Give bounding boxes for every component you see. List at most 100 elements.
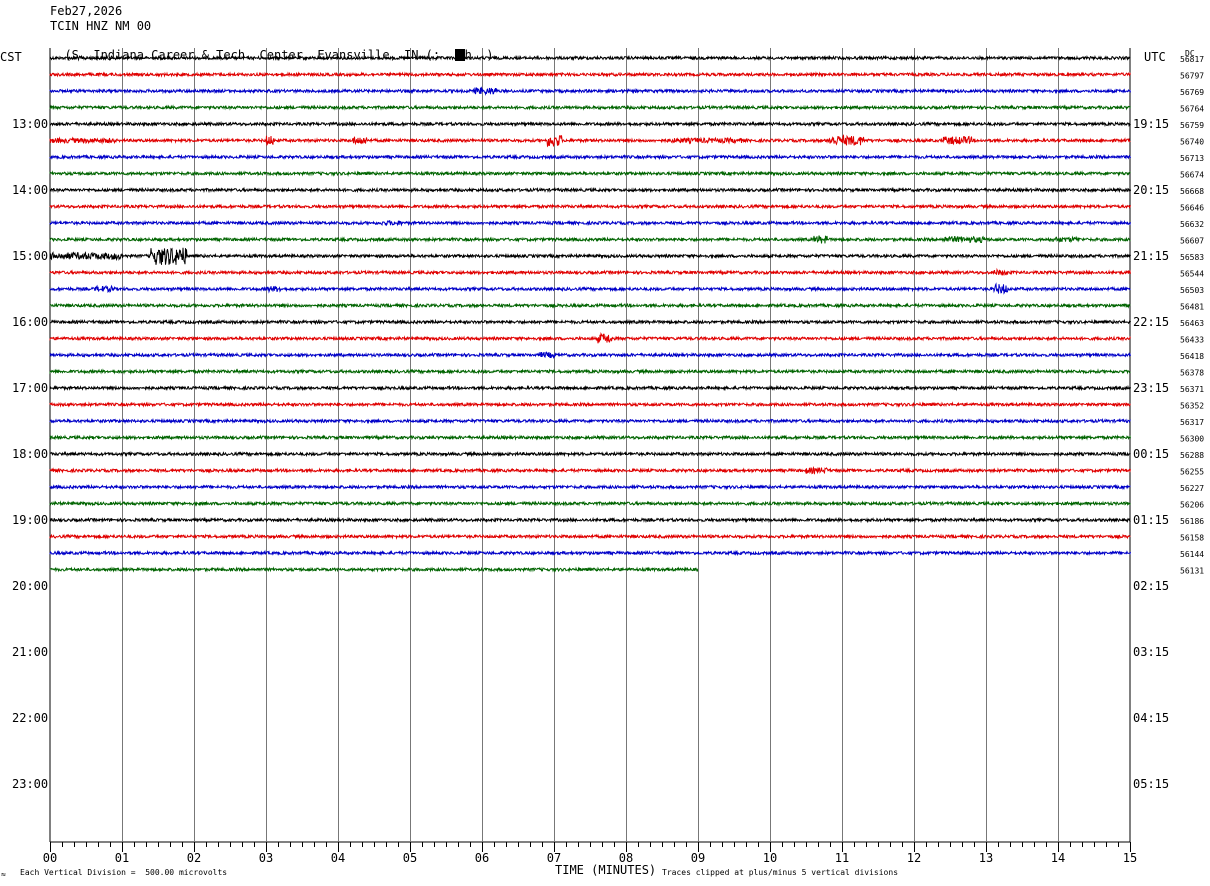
- x-tick-label: 12: [907, 851, 921, 865]
- dc-value-label: 56255: [1180, 468, 1204, 477]
- cst-hour-label: 13:00: [12, 117, 48, 131]
- dc-value-label: 56740: [1180, 138, 1204, 147]
- seismic-trace: [49, 331, 1131, 344]
- dc-value-label: 56632: [1180, 220, 1204, 229]
- seismic-trace: [49, 384, 1131, 392]
- dc-value-label: 56433: [1180, 336, 1204, 345]
- utc-hour-label: 03:15: [1133, 645, 1169, 659]
- dc-value-label: 56378: [1180, 369, 1204, 378]
- utc-hour-label: 21:15: [1133, 249, 1169, 263]
- x-axis-title: TIME (MINUTES): [555, 863, 657, 877]
- seismic-trace: [49, 203, 1131, 210]
- cst-hour-label: 19:00: [12, 513, 48, 527]
- cst-hour-label: 23:00: [12, 777, 48, 791]
- x-tick-label: 05: [403, 851, 417, 865]
- dc-value-label: 56300: [1180, 435, 1204, 444]
- utc-hour-label: 23:15: [1133, 381, 1169, 395]
- division-note: Each Vertical Division = 500.00 microvol…: [20, 868, 228, 877]
- x-tick-label: 07: [547, 851, 561, 865]
- dc-value-label: 56317: [1180, 418, 1204, 427]
- dc-label: DC: [1185, 49, 1195, 58]
- seismic-trace: [49, 104, 1131, 111]
- cst-hour-label: 15:00: [12, 249, 48, 263]
- date-label: Feb27,2026: [50, 4, 123, 18]
- x-tick-label: 03: [259, 851, 273, 865]
- dc-value-label: 56607: [1180, 237, 1204, 246]
- dc-value-label: 56206: [1180, 501, 1204, 510]
- dc-value-label: 56144: [1180, 550, 1204, 559]
- x-tick-label: 04: [331, 851, 345, 865]
- seismic-trace: [49, 450, 1131, 458]
- utc-hour-label: 01:15: [1133, 513, 1169, 527]
- location-text-end: h ): [464, 48, 494, 62]
- cst-hour-label: 22:00: [12, 711, 48, 725]
- seismic-trace: [49, 71, 1131, 78]
- x-tick-label: 06: [475, 851, 489, 865]
- utc-hour-label: 00:15: [1133, 447, 1169, 461]
- seismic-trace: [49, 566, 699, 573]
- dc-value-label: 56288: [1180, 451, 1204, 460]
- dc-value-label: 56352: [1180, 402, 1204, 411]
- seismic-trace: [49, 86, 1131, 96]
- x-tick-label: 14: [1051, 851, 1065, 865]
- x-tick-label: 01: [115, 851, 129, 865]
- utc-hour-label: 22:15: [1133, 315, 1169, 329]
- x-tick-label: 11: [835, 851, 849, 865]
- x-tick-label: 08: [619, 851, 633, 865]
- redacted-block: [454, 49, 465, 61]
- x-tick-label: 02: [187, 851, 201, 865]
- dc-value-label: 56817: [1180, 55, 1204, 64]
- dc-value-label: 56759: [1180, 121, 1204, 130]
- dc-value-label: 56503: [1180, 286, 1204, 295]
- cst-hour-label: 16:00: [12, 315, 48, 329]
- dc-value-label: 56418: [1180, 352, 1204, 361]
- seismic-trace: [49, 318, 1131, 326]
- cst-hour-label: 20:00: [12, 579, 48, 593]
- utc-hour-label: 04:15: [1133, 711, 1169, 725]
- dc-value-label: 56371: [1180, 385, 1204, 394]
- clip-note: Traces clipped at plus/minus 5 vertical …: [662, 868, 899, 877]
- seismic-trace: [49, 368, 1131, 375]
- seismic-trace: [49, 516, 1131, 524]
- seismic-trace: [49, 434, 1131, 441]
- utc-hour-label: 02:15: [1133, 579, 1169, 593]
- seismic-trace: [49, 219, 1131, 227]
- seismic-trace: [49, 267, 1131, 276]
- dc-value-label: 56544: [1180, 270, 1204, 279]
- seismic-trace: [49, 533, 1131, 540]
- x-tick-label: 13: [979, 851, 993, 865]
- dc-value-label: 56668: [1180, 187, 1204, 196]
- seismic-trace: [49, 417, 1131, 425]
- seismic-trace: [49, 153, 1131, 161]
- dc-value-label: 56158: [1180, 534, 1204, 543]
- seismic-trace: [49, 54, 1131, 62]
- cst-hour-label: 18:00: [12, 447, 48, 461]
- station-label: TCIN HNZ NM 00: [50, 19, 152, 33]
- utc-hour-label: 05:15: [1133, 777, 1169, 791]
- dc-value-label: 56646: [1180, 204, 1204, 213]
- dc-value-label: 56463: [1180, 319, 1204, 328]
- seismic-trace: [49, 186, 1131, 194]
- seismic-trace: [49, 235, 1131, 244]
- x-tick-label: 10: [763, 851, 777, 865]
- dc-value-label: 56674: [1180, 171, 1204, 180]
- x-tick-label: 09: [691, 851, 705, 865]
- cst-hour-label: 17:00: [12, 381, 48, 395]
- dc-value-label: 56764: [1180, 105, 1204, 114]
- seismic-trace: [49, 302, 1131, 309]
- seismic-trace: [49, 351, 1131, 360]
- seismic-trace: [49, 549, 1131, 557]
- dc-value-label: 56713: [1180, 154, 1204, 163]
- dc-value-label: 56769: [1180, 88, 1204, 97]
- dc-value-label: 56481: [1180, 303, 1204, 312]
- x-tick-label: 00: [43, 851, 57, 865]
- utc-hour-label: 19:15: [1133, 117, 1169, 131]
- seismic-trace: [49, 500, 1131, 507]
- seismic-trace: [49, 465, 1131, 475]
- dc-value-label: 56797: [1180, 72, 1204, 81]
- cst-axis-label: CST: [0, 50, 22, 64]
- dc-value-label: 56131: [1180, 567, 1204, 576]
- seismic-trace: [49, 401, 1131, 408]
- seismic-trace: [49, 134, 1131, 148]
